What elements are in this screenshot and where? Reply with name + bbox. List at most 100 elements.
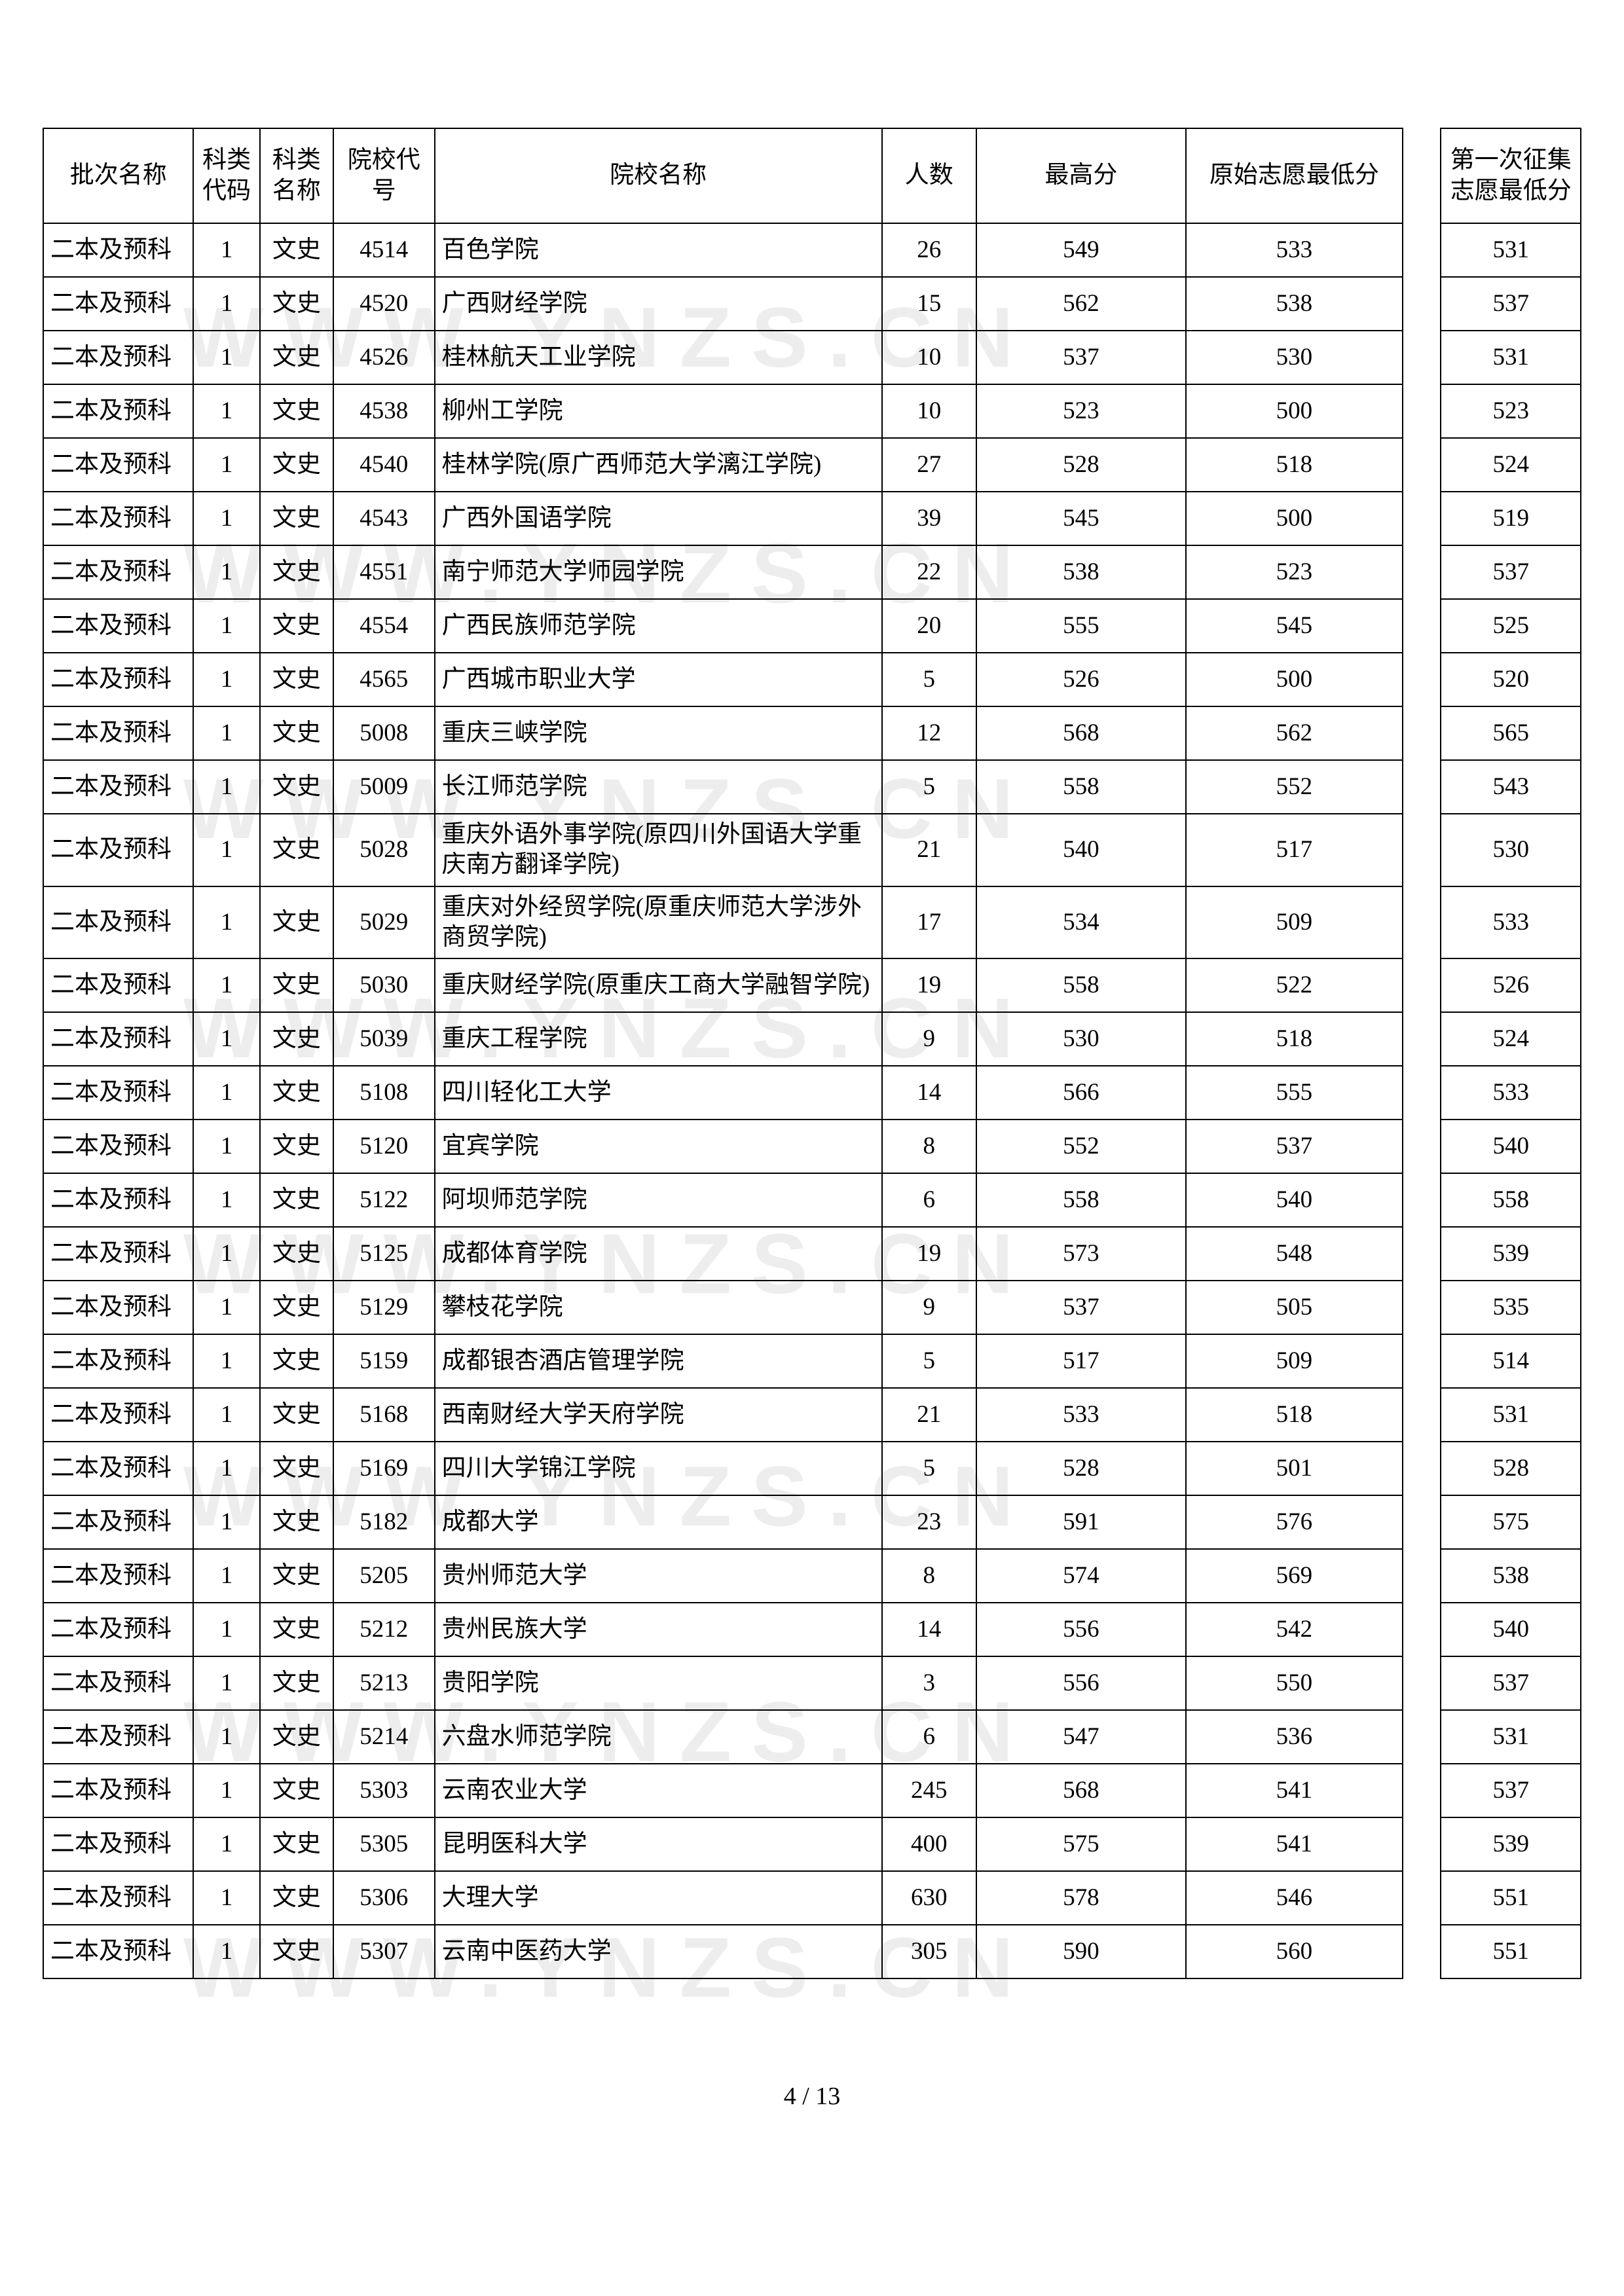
cell-max: 575	[976, 1817, 1186, 1871]
cell-max: 568	[976, 1764, 1186, 1817]
cell-school_code: 5129	[333, 1281, 435, 1334]
gap-cell	[1403, 1549, 1441, 1603]
table-row: 二本及预科1文史5303云南农业大学245568541 537	[43, 1764, 1581, 1817]
cell-school_code: 5303	[333, 1764, 435, 1817]
cell-cat_code: 1	[193, 1495, 259, 1549]
gap-cell	[1403, 1120, 1441, 1173]
cell-batch: 二本及预科	[43, 331, 193, 384]
cell-orig_min: 569	[1186, 1549, 1403, 1603]
cell-max: 590	[976, 1925, 1186, 1978]
cell-cat_code: 1	[193, 1066, 259, 1120]
cell-school_name: 百色学院	[435, 223, 882, 277]
cell-orig_min: 537	[1186, 1120, 1403, 1173]
cell-max: 533	[976, 1388, 1186, 1442]
cell-cat_name: 文史	[260, 1012, 333, 1066]
admission-table: 批次名称科类代码科类名称院校代号院校名称人数最高分原始志愿最低分第一次征集志愿最…	[43, 128, 1581, 1979]
table-row: 二本及预科1文史4554广西民族师范学院20555545 525	[43, 599, 1581, 653]
table-row: 二本及预科1文史5029重庆对外经贸学院(原重庆师范大学涉外商贸学院)17534…	[43, 886, 1581, 959]
cell-first_min: 575	[1441, 1495, 1581, 1549]
cell-school_name: 桂林学院(原广西师范大学漓江学院)	[435, 438, 882, 492]
cell-cat_code: 1	[193, 438, 259, 492]
cell-count: 22	[882, 545, 976, 599]
cell-school_code: 5039	[333, 1012, 435, 1066]
cell-first_min: 537	[1441, 277, 1581, 331]
gap-cell	[1403, 223, 1441, 277]
table-row: 二本及预科1文史5030重庆财经学院(原重庆工商大学融智学院)19558522 …	[43, 958, 1581, 1012]
cell-first_min: 551	[1441, 1925, 1581, 1978]
gap-cell	[1403, 384, 1441, 438]
table-row: 二本及预科1文史4565广西城市职业大学5526500 520	[43, 653, 1581, 706]
cell-school_name: 宜宾学院	[435, 1120, 882, 1173]
cell-school_code: 5030	[333, 958, 435, 1012]
table-row: 二本及预科1文史5028重庆外语外事学院(原四川外国语大学重庆南方翻译学院)21…	[43, 814, 1581, 886]
cell-school_code: 4526	[333, 331, 435, 384]
cell-school_code: 5212	[333, 1603, 435, 1656]
cell-count: 10	[882, 331, 976, 384]
cell-school_name: 成都银杏酒店管理学院	[435, 1334, 882, 1388]
cell-cat_code: 1	[193, 760, 259, 814]
cell-cat_name: 文史	[260, 958, 333, 1012]
table-row: 二本及预科1文史5129攀枝花学院9537505 535	[43, 1281, 1581, 1334]
cell-first_min: 565	[1441, 706, 1581, 760]
cell-count: 17	[882, 886, 976, 959]
cell-school_code: 5009	[333, 760, 435, 814]
gap-cell	[1403, 599, 1441, 653]
cell-cat_name: 文史	[260, 331, 333, 384]
header-school_code: 院校代号	[333, 128, 435, 223]
gap-cell	[1403, 886, 1441, 959]
cell-school_name: 六盘水师范学院	[435, 1710, 882, 1764]
cell-cat_code: 1	[193, 886, 259, 959]
cell-school_name: 重庆工程学院	[435, 1012, 882, 1066]
cell-first_min: 540	[1441, 1120, 1581, 1173]
cell-batch: 二本及预科	[43, 1120, 193, 1173]
cell-count: 8	[882, 1549, 976, 1603]
cell-cat_code: 1	[193, 277, 259, 331]
cell-cat_name: 文史	[260, 1442, 333, 1495]
cell-school_name: 云南中医药大学	[435, 1925, 882, 1978]
cell-batch: 二本及预科	[43, 545, 193, 599]
table-row: 二本及预科1文史5213贵阳学院3556550 537	[43, 1656, 1581, 1710]
cell-first_min: 538	[1441, 1549, 1581, 1603]
table-row: 二本及预科1文史5214六盘水师范学院6547536 531	[43, 1710, 1581, 1764]
cell-cat_code: 1	[193, 1710, 259, 1764]
cell-first_min: 537	[1441, 1656, 1581, 1710]
cell-cat_code: 1	[193, 814, 259, 886]
cell-orig_min: 555	[1186, 1066, 1403, 1120]
cell-max: 556	[976, 1603, 1186, 1656]
cell-cat_name: 文史	[260, 1120, 333, 1173]
cell-cat_name: 文史	[260, 1764, 333, 1817]
cell-orig_min: 501	[1186, 1442, 1403, 1495]
table-row: 二本及预科1文史5169四川大学锦江学院5528501 528	[43, 1442, 1581, 1495]
cell-batch: 二本及预科	[43, 653, 193, 706]
cell-max: 558	[976, 958, 1186, 1012]
cell-max: 573	[976, 1227, 1186, 1281]
cell-max: 537	[976, 331, 1186, 384]
cell-max: 534	[976, 886, 1186, 959]
cell-orig_min: 518	[1186, 1388, 1403, 1442]
cell-school_code: 4538	[333, 384, 435, 438]
cell-count: 8	[882, 1120, 976, 1173]
cell-batch: 二本及预科	[43, 599, 193, 653]
cell-first_min: 530	[1441, 814, 1581, 886]
gap-cell	[1403, 1764, 1441, 1817]
cell-max: 591	[976, 1495, 1186, 1549]
cell-orig_min: 518	[1186, 1012, 1403, 1066]
cell-batch: 二本及预科	[43, 1227, 193, 1281]
cell-batch: 二本及预科	[43, 223, 193, 277]
table-row: 二本及预科1文史5307云南中医药大学305590560 551	[43, 1925, 1581, 1978]
cell-school_name: 重庆外语外事学院(原四川外国语大学重庆南方翻译学院)	[435, 814, 882, 886]
gap-cell	[1403, 1603, 1441, 1656]
gap-cell	[1403, 1066, 1441, 1120]
cell-cat_name: 文史	[260, 492, 333, 545]
cell-school_name: 云南农业大学	[435, 1764, 882, 1817]
cell-orig_min: 500	[1186, 492, 1403, 545]
cell-orig_min: 523	[1186, 545, 1403, 599]
cell-batch: 二本及预科	[43, 1442, 193, 1495]
cell-max: 562	[976, 277, 1186, 331]
table-row: 二本及预科1文史4514百色学院26549533 531	[43, 223, 1581, 277]
cell-school_code: 5122	[333, 1173, 435, 1227]
cell-batch: 二本及预科	[43, 886, 193, 959]
cell-school_name: 重庆财经学院(原重庆工商大学融智学院)	[435, 958, 882, 1012]
table-row: 二本及预科1文史5205贵州师范大学8574569 538	[43, 1549, 1581, 1603]
cell-school_name: 阿坝师范学院	[435, 1173, 882, 1227]
